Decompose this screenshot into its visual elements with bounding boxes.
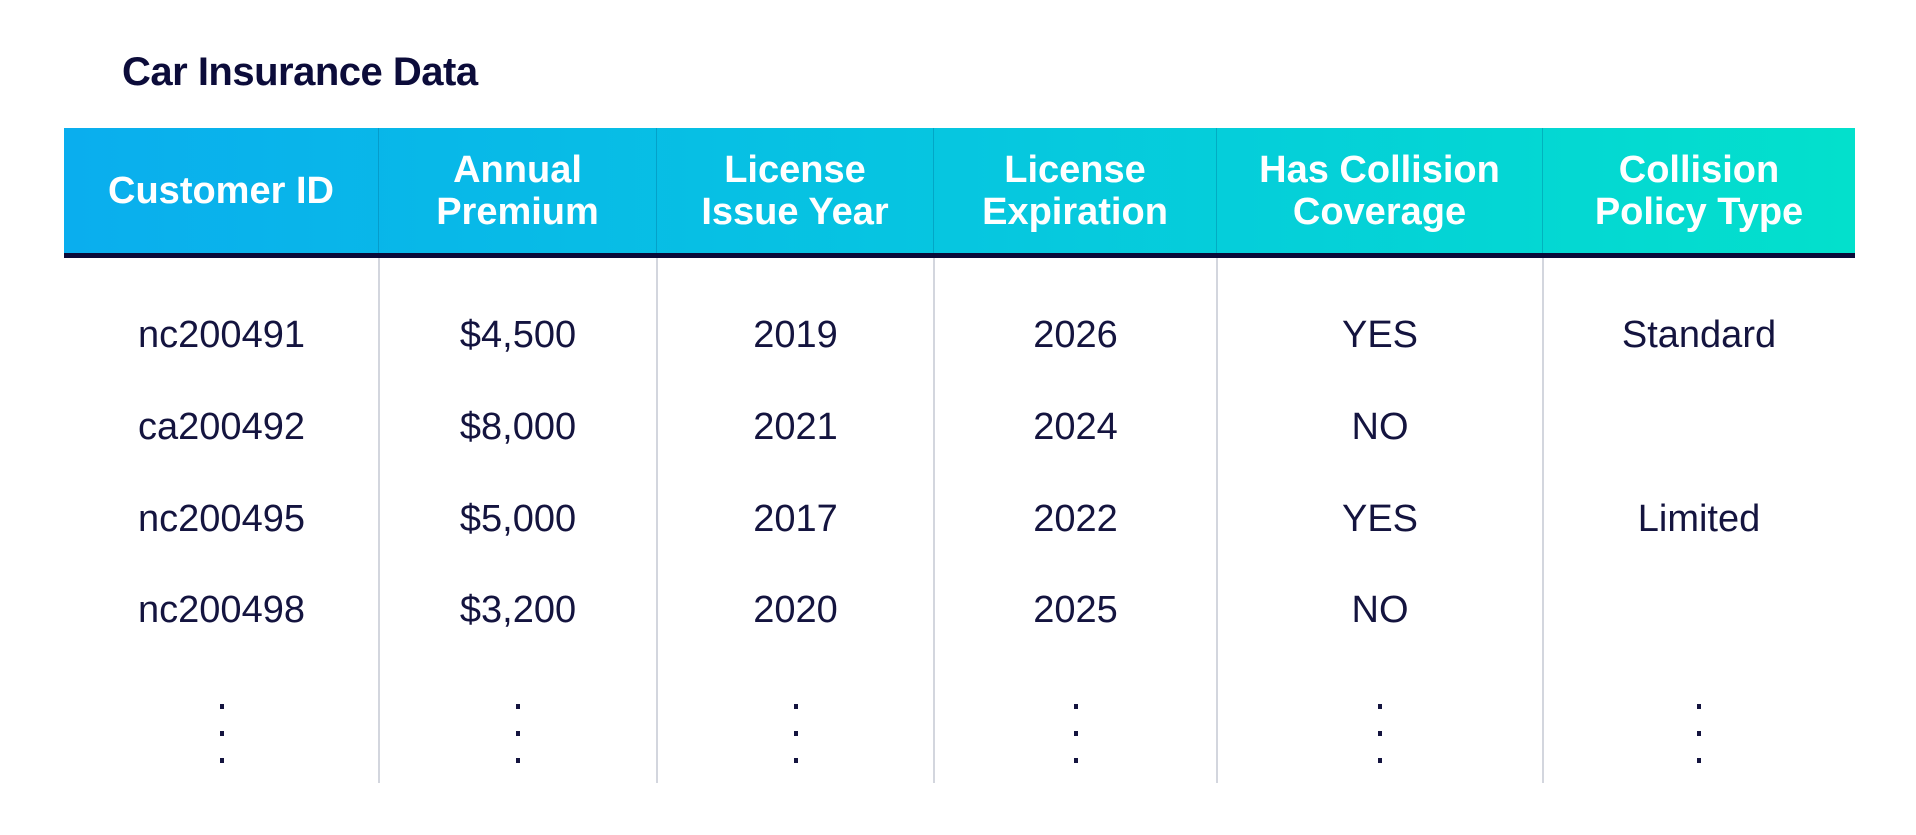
table-cell: 2021 — [753, 405, 838, 448]
column-header: Collision Policy Type — [1594, 148, 1804, 233]
ellipsis-icon — [64, 688, 379, 778]
table-cell: Limited — [1637, 497, 1761, 540]
table-cell: nc200498 — [138, 588, 305, 631]
table-row: nc200495 $5,000 2017 2022 YES Limited — [64, 489, 1855, 549]
table-cell: 2019 — [753, 313, 838, 356]
ellipsis-icon — [934, 688, 1217, 778]
table-cell: YES — [1341, 313, 1419, 356]
column-divider — [656, 258, 658, 783]
table-cell: 2020 — [753, 588, 838, 631]
column-divider — [378, 258, 380, 783]
insurance-table: Customer ID Annual Premium License Issue Yea… — [64, 128, 1855, 788]
table-row: nc200498 $3,200 2020 2025 NO — [64, 580, 1855, 640]
table-cell: NO — [1351, 405, 1409, 448]
table-cell: $5,000 — [459, 497, 577, 540]
table-cell: $8,000 — [459, 405, 577, 448]
table-cell: 2022 — [1033, 497, 1118, 540]
column-divider — [1216, 258, 1218, 783]
table-cell: $4,500 — [459, 313, 577, 356]
table-header: Customer ID Annual Premium License Issue Yea… — [64, 128, 1855, 258]
table-cell — [1543, 397, 1855, 457]
table-cell: Standard — [1621, 313, 1777, 356]
table-cell: $3,200 — [459, 588, 577, 631]
column-divider — [933, 258, 935, 783]
column-header: Customer ID — [64, 128, 379, 253]
column-divider — [1542, 258, 1544, 783]
table-cell: nc200495 — [138, 497, 305, 540]
table-cell: YES — [1341, 497, 1419, 540]
table-cell: NO — [1351, 588, 1409, 631]
table-row: ca200492 $8,000 2021 2024 NO — [64, 397, 1855, 457]
ellipsis-icon — [1543, 688, 1855, 778]
table-cell: 2017 — [753, 497, 838, 540]
table-cell: ca200492 — [138, 405, 305, 448]
table-cell: 2025 — [1033, 588, 1118, 631]
ellipsis-icon — [379, 688, 657, 778]
table-cell: 2024 — [1033, 405, 1118, 448]
page-title: Car Insurance Data — [122, 50, 478, 94]
continuation-row — [64, 688, 1855, 778]
column-header: License Expiration — [934, 128, 1217, 253]
column-header: Has Collision Coverage — [1217, 128, 1543, 253]
table-body: nc200491 $4,500 2019 2026 YES Standard ca20049… — [64, 258, 1855, 788]
table-row: nc200491 $4,500 2019 2026 YES Standard — [64, 305, 1855, 365]
ellipsis-icon — [1217, 688, 1543, 778]
column-header: License Issue Year — [657, 128, 934, 253]
table-cell: nc200491 — [138, 313, 305, 356]
ellipsis-icon — [657, 688, 934, 778]
table-cell: 2026 — [1033, 313, 1118, 356]
column-header: Annual Premium — [379, 128, 657, 253]
table-cell — [1543, 580, 1855, 640]
